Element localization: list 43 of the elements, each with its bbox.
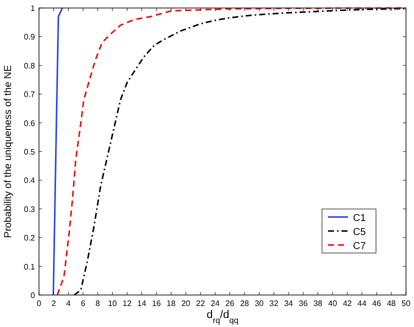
y-tick-label: 0.2 [24, 234, 36, 243]
x-tick-label: 36 [298, 299, 308, 308]
x-axis-title: d$_{rq}$/d$_{qq}$ [206, 309, 239, 324]
y-tick-label: 1 [30, 4, 36, 13]
x-tick-label: 16 [152, 299, 162, 308]
legend-label: C5 [353, 227, 366, 238]
x-tick-label: 46 [372, 299, 382, 308]
x-tick-label: 14 [137, 299, 147, 308]
x-tick-label: 8 [95, 299, 100, 308]
x-tick-label: 20 [181, 299, 191, 308]
x-tick-label: 0 [36, 299, 42, 308]
legend-label: C7 [353, 241, 366, 252]
legend-label: C1 [353, 213, 366, 224]
x-tick-label: 2 [51, 299, 56, 308]
x-tick-label: 40 [328, 299, 338, 308]
x-tick-label: 32 [269, 299, 279, 308]
y-tick-label: 0.3 [24, 204, 36, 214]
x-tick-label: 42 [342, 299, 352, 308]
x-tick-label: 18 [166, 299, 176, 308]
x-tick-label: 48 [386, 299, 396, 308]
x-tick-label: 44 [358, 299, 367, 308]
x-tick-label: 6 [80, 299, 86, 308]
y-axis-title: Probability of the uniqueness of the NE [3, 64, 14, 238]
x-tick-label: 34 [284, 299, 294, 308]
y-tick-label: 0.1 [24, 262, 36, 272]
y-tick-label: 0.6 [24, 118, 36, 128]
y-tick-label: 0.4 [24, 176, 36, 186]
x-tick-label: 22 [196, 299, 206, 308]
x-tick-label: 10 [108, 299, 118, 308]
line-series [52, 7, 64, 296]
x-tick-label: 38 [313, 299, 323, 308]
y-tick-label: 0.7 [24, 90, 36, 100]
x-tick-label: 24 [210, 299, 220, 308]
x-tick-label: 26 [225, 299, 235, 308]
y-tick-label: 0 [30, 291, 36, 300]
x-tick-label: 28 [240, 299, 250, 308]
y-tick-label: 0.8 [24, 61, 36, 70]
x-tick-label: 50 [402, 299, 411, 308]
x-tick-label: 30 [254, 299, 264, 308]
x-tick-label: 12 [122, 299, 132, 308]
x-tick-label: 4 [66, 299, 72, 308]
y-tick-label: 0.5 [24, 148, 36, 156]
y-tick-label: 0.9 [24, 32, 36, 42]
